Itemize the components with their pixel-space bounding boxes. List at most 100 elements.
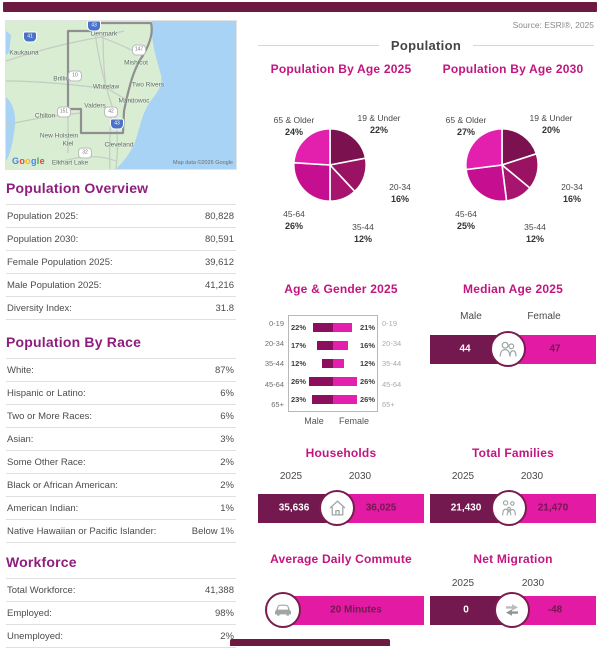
column-header-2025: 2025 <box>279 471 303 482</box>
commute-value: 20 Minutes <box>330 604 382 616</box>
route-badge-icon: 151 <box>57 106 71 118</box>
map-label-town: Mishicot <box>124 59 148 67</box>
family-icon <box>491 490 527 526</box>
households-2030: 36,025 <box>365 502 397 514</box>
map-label-town: Manitowoc <box>118 97 150 105</box>
table-row: Some Other Race: 2% <box>6 451 236 474</box>
section-title: Population By Race <box>6 334 142 350</box>
workforce-table: Total Workforce: 41,388 Employed: 98% Unempl… <box>6 578 236 648</box>
row-label: Two or More Races: <box>7 410 92 422</box>
commute-value-bar <box>280 596 424 625</box>
pyramid-row: 22% 21% <box>289 320 377 334</box>
table-row: Unemployed: 2% <box>6 625 236 648</box>
map[interactable]: Kaukauna Denmark Mishicot Two Rivers Whi… <box>5 20 237 170</box>
panel-age-gender: Age & Gender 2025 0-19 20-34 35-44 45-64… <box>256 282 426 437</box>
row-value: 2% <box>220 456 234 468</box>
table-row: Population 2030: 80,591 <box>6 228 236 251</box>
row-value: 39,612 <box>204 256 234 268</box>
table-row: Male Population 2025: 41,216 <box>6 274 236 297</box>
row-label: Total Workforce: <box>7 584 76 596</box>
chart-title: Population By Age 2030 <box>442 62 584 76</box>
row-value: 80,828 <box>204 210 234 222</box>
interstate-shield-icon: 43 <box>87 21 101 32</box>
female-bar <box>333 340 348 350</box>
map-label-town: Chilton <box>34 112 56 120</box>
age-band-label: 20-34 <box>264 339 284 348</box>
map-label-town: Valders <box>84 102 106 110</box>
column-header-male: Male <box>460 311 482 322</box>
row-label: Population 2030: <box>7 233 79 245</box>
female-percent: 26% <box>359 395 375 405</box>
female-percent: 12% <box>359 358 375 368</box>
map-label-town: Whitelaw <box>92 83 120 91</box>
overview-table: Population 2025: 80,828 Population 2030: 80… <box>6 204 236 320</box>
migration-2030: -48 <box>547 604 563 616</box>
row-label: Diversity Index: <box>7 302 72 314</box>
divider <box>473 45 595 46</box>
table-row: Employed: 98% <box>6 602 236 625</box>
table-row: Population 2025: 80,828 <box>6 205 236 228</box>
male-bar <box>317 340 333 350</box>
age-band-label: 65+ <box>271 400 284 409</box>
row-value: 31.8 <box>215 302 235 314</box>
divider <box>258 45 379 46</box>
table-row: Diversity Index: 31.8 <box>6 297 236 320</box>
column-header-2025: 2025 <box>451 471 475 482</box>
female-bar <box>332 395 357 405</box>
map-label-town: Cleveland <box>104 141 134 149</box>
column-header-2030: 2030 <box>520 471 544 482</box>
pie-label: 20-34 16% <box>389 182 411 204</box>
section-title: Population Overview <box>6 180 149 196</box>
map-label-town: Brillion <box>53 75 73 83</box>
row-value: 2% <box>220 630 234 642</box>
table-row: Hispanic or Latino: 6% <box>6 382 236 405</box>
top-accent-bar <box>3 2 597 12</box>
table-row: Total Workforce: 41,388 <box>6 579 236 602</box>
table-row: White: 87% <box>6 359 236 382</box>
google-logo[interactable]: Google <box>12 156 45 166</box>
female-percent: 26% <box>359 377 375 387</box>
row-value: 6% <box>220 387 234 399</box>
chart-title: Average Daily Commute <box>270 552 412 566</box>
pie-slice <box>329 127 367 166</box>
pie-slice <box>465 164 508 202</box>
pyramid-row: 26% 26% <box>289 375 377 389</box>
row-value: Below 1% <box>191 525 234 537</box>
male-percent: 23% <box>291 395 307 405</box>
table-row: Two or More Races: 6% <box>6 405 236 428</box>
map-label-town: Two Rivers <box>131 81 165 89</box>
row-label: Native Hawaiian or Pacific Islander: <box>7 525 157 537</box>
row-label: Asian: <box>7 433 34 445</box>
column-header-2030: 2030 <box>348 471 372 482</box>
row-label: Population 2025: <box>7 210 79 222</box>
lake-michigan <box>116 21 236 169</box>
pie-label: 65 & Older 27% <box>445 115 487 137</box>
section-title: Workforce <box>6 554 77 570</box>
lake-winnebago <box>6 97 16 161</box>
row-value: 1% <box>220 502 234 514</box>
row-value: 98% <box>214 607 234 619</box>
pyramid-chart: 22% 21% 17% 16% 12% 12% 26% 26% 23% 26% <box>288 315 378 412</box>
male-bar <box>311 395 333 405</box>
map-attribution: Map data ©2026 Google <box>172 160 233 166</box>
row-label: Male Population 2025: <box>7 279 102 291</box>
male-percent: 26% <box>291 377 307 387</box>
row-label: Hispanic or Latino: <box>7 387 86 399</box>
row-value: 80,591 <box>204 233 234 245</box>
panel-net-migration: Net Migration 2025 2030 0 -48 <box>428 552 598 642</box>
male-bar <box>321 358 333 368</box>
table-row: Asian: 3% <box>6 428 236 451</box>
row-label: Black or African American: <box>7 479 118 491</box>
page-title: Population <box>390 38 462 53</box>
migration-2025: 0 <box>463 604 469 616</box>
row-value: 2% <box>220 479 234 491</box>
interstate-shield-icon: 43 <box>110 118 124 130</box>
pie-label: 19 & Under 20% <box>529 113 573 135</box>
panel-average-daily-commute: Average Daily Commute 20 Minutes <box>256 552 426 642</box>
column-header-2025: 2025 <box>451 578 475 589</box>
column-header-2030: 2030 <box>521 578 545 589</box>
female-median-age: 47 <box>549 343 561 355</box>
pie-label: 65 & Older 24% <box>273 115 315 137</box>
pyramid-row: 17% 16% <box>289 338 377 352</box>
map-canvas <box>6 21 236 169</box>
